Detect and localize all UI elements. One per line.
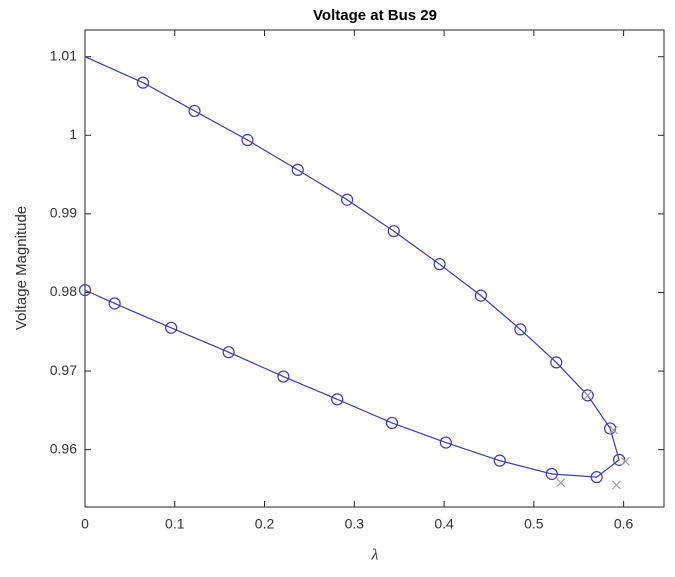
- data-line: [84, 56, 620, 478]
- data-point: [545, 467, 558, 481]
- data-point: [387, 225, 400, 238]
- y-tick-label: 1: [69, 126, 77, 142]
- data-point: [439, 436, 452, 449]
- data-point: [291, 163, 304, 176]
- y-tick-label: 0.97: [50, 362, 77, 378]
- x-axis-label: λ: [371, 547, 379, 564]
- data-point: [331, 393, 344, 406]
- data-point: [433, 258, 446, 271]
- x-tick-label: 0: [81, 516, 89, 532]
- x-tick-label: 0.1: [165, 516, 185, 532]
- data-point: [188, 104, 201, 118]
- data-point: [493, 454, 506, 467]
- x-tick-label: 0.4: [434, 516, 454, 532]
- plot-area: [84, 29, 665, 508]
- data-point: [136, 76, 150, 89]
- data-point: [581, 389, 594, 402]
- data-point: [556, 478, 566, 488]
- data-point: [620, 456, 630, 466]
- data-point: [385, 416, 399, 430]
- data-point: [241, 133, 254, 147]
- data-point: [341, 193, 354, 206]
- data-point: [609, 425, 619, 435]
- x-tick-label: 0.2: [255, 516, 275, 532]
- data-point: [277, 370, 290, 383]
- data-point: [550, 356, 563, 369]
- x-tick-label: 0.3: [345, 516, 365, 532]
- data-point: [78, 284, 92, 297]
- x-tick-label: 0.6: [614, 516, 634, 532]
- data-point: [514, 323, 527, 336]
- y-tick-label: 0.96: [50, 440, 77, 456]
- y-tick-label: 1.01: [50, 47, 77, 63]
- x-tick-label: 0.5: [524, 516, 544, 532]
- data-point: [474, 289, 487, 302]
- y-tick-label: 0.99: [50, 205, 77, 221]
- data-point: [222, 346, 235, 359]
- chart-title: Voltage at Bus 29: [313, 7, 437, 24]
- data-point: [590, 471, 603, 484]
- y-axis-label: Voltage Magnitude: [13, 206, 30, 330]
- data-point: [611, 480, 621, 490]
- y-tick-label: 0.98: [50, 283, 77, 299]
- data-point: [583, 390, 593, 400]
- data-point: [165, 321, 178, 334]
- data-point: [108, 297, 121, 310]
